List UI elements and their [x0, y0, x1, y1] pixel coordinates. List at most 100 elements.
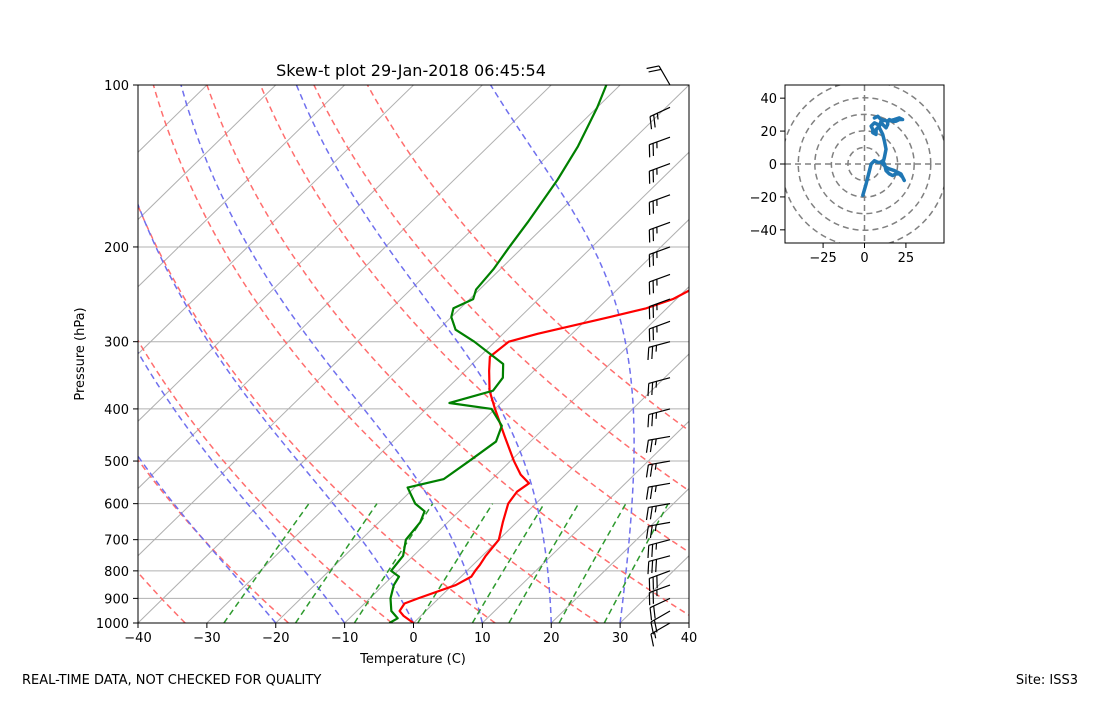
wind-barb	[649, 585, 670, 605]
barb-staff	[648, 522, 670, 526]
wind-barb	[651, 623, 670, 646]
barb-feather	[650, 507, 652, 520]
barb-feather	[646, 507, 648, 520]
moist-adiabat	[105, 85, 414, 623]
dry-adiabat	[100, 85, 495, 623]
barb-half-feather	[657, 113, 658, 119]
moist-adiabat-lines	[3, 85, 635, 623]
barb-feather	[654, 606, 655, 619]
barb-feather	[651, 634, 654, 646]
barb-feather	[652, 544, 653, 557]
y-tick-label: 1000	[96, 617, 129, 632]
x-tick-label: 40	[681, 631, 698, 646]
wind-barb	[649, 274, 670, 294]
barb-staff	[649, 540, 670, 546]
wind-barb	[648, 378, 670, 396]
wind-barb	[648, 540, 670, 558]
y-tick-label: 300	[104, 336, 129, 351]
x-tick-label: −10	[331, 631, 358, 646]
barb-feather	[648, 415, 649, 428]
dry-adiabat	[367, 85, 1011, 623]
x-tick-label: −20	[262, 631, 289, 646]
wind-barbs	[646, 66, 670, 646]
wind-barb	[649, 247, 670, 267]
hodograph-axes	[785, 85, 944, 243]
barb-feather	[646, 526, 648, 539]
mixing-ratio-line	[604, 504, 668, 623]
barb-staff	[649, 585, 670, 593]
barb-feather	[650, 117, 651, 130]
x-tick-label: −30	[193, 631, 220, 646]
barb-staff	[648, 461, 670, 465]
y-tick-label: 600	[104, 498, 129, 513]
barb-staff	[651, 623, 670, 634]
wind-barb	[649, 195, 670, 215]
barb-feather	[648, 545, 649, 558]
wind-barb	[649, 222, 670, 242]
barb-half-feather	[655, 463, 656, 469]
barb-staff	[649, 164, 670, 172]
barb-feather	[649, 69, 661, 72]
mixing-ratio-line	[559, 504, 626, 623]
hodograph-x-tick-label: 0	[860, 251, 868, 266]
barb-feather	[656, 559, 657, 572]
barb-feather	[651, 622, 654, 634]
site-label: Site: ISS3	[1016, 673, 1078, 688]
barb-staff	[649, 222, 670, 230]
x-tick-label: 20	[543, 631, 560, 646]
hodograph-y-tick-label: 40	[760, 92, 777, 107]
isotherm-line	[0, 60, 25, 634]
barb-half-feather	[655, 506, 656, 512]
barb-feather	[646, 487, 648, 500]
barb-staff	[649, 195, 670, 203]
barb-feather	[652, 382, 653, 395]
barb-feather	[654, 115, 655, 128]
barb-staff	[649, 299, 670, 307]
barb-feather	[650, 464, 652, 477]
y-tick-label: 400	[104, 403, 129, 418]
isotherm-line	[0, 60, 370, 634]
isotherm-lines	[0, 60, 1100, 634]
isotherm-line	[0, 60, 439, 634]
isotherm-line	[0, 60, 301, 634]
wind-barb	[648, 342, 670, 360]
isotherm-line	[333, 60, 921, 634]
hodograph-x-ticks: −25 0 25	[809, 243, 914, 266]
dry-adiabat	[0, 85, 185, 623]
dry-adiabat	[314, 85, 908, 623]
barb-half-feather	[654, 632, 655, 638]
barb-staff	[649, 342, 670, 348]
x-axis-label: Temperature (C)	[359, 652, 466, 667]
barb-staff	[648, 483, 670, 487]
barb-staff	[649, 274, 670, 282]
isotherm-line	[471, 60, 1059, 634]
mixing-ratio-lines	[224, 504, 668, 623]
hodograph-x-tick-label: 25	[898, 251, 915, 266]
hodograph-y-tick-label: −20	[750, 191, 777, 206]
wind-barb	[649, 571, 670, 591]
moist-adiabat	[3, 85, 276, 623]
y-tick-label: 800	[104, 565, 129, 580]
barb-feather	[646, 440, 648, 453]
mixing-ratio-line	[472, 504, 544, 623]
wind-barb	[649, 321, 670, 341]
barb-feather	[652, 414, 653, 427]
hodograph-x-tick-label: −25	[809, 251, 836, 266]
moist-adiabat	[181, 85, 482, 623]
isotherm-line	[57, 60, 645, 634]
y-tick-label: 700	[104, 534, 129, 549]
barb-feather	[652, 346, 653, 359]
barb-feather	[650, 440, 652, 453]
hodograph-y-tick-label: 20	[760, 125, 777, 140]
barb-staff	[651, 611, 670, 622]
isotherm-line	[126, 60, 714, 634]
barb-staff	[659, 66, 670, 85]
moist-adiabat	[491, 85, 635, 623]
y-axis-label: Pressure (hPa)	[73, 307, 88, 400]
barb-staff	[648, 436, 670, 440]
barb-feather	[652, 560, 653, 573]
wind-barb	[646, 483, 670, 499]
